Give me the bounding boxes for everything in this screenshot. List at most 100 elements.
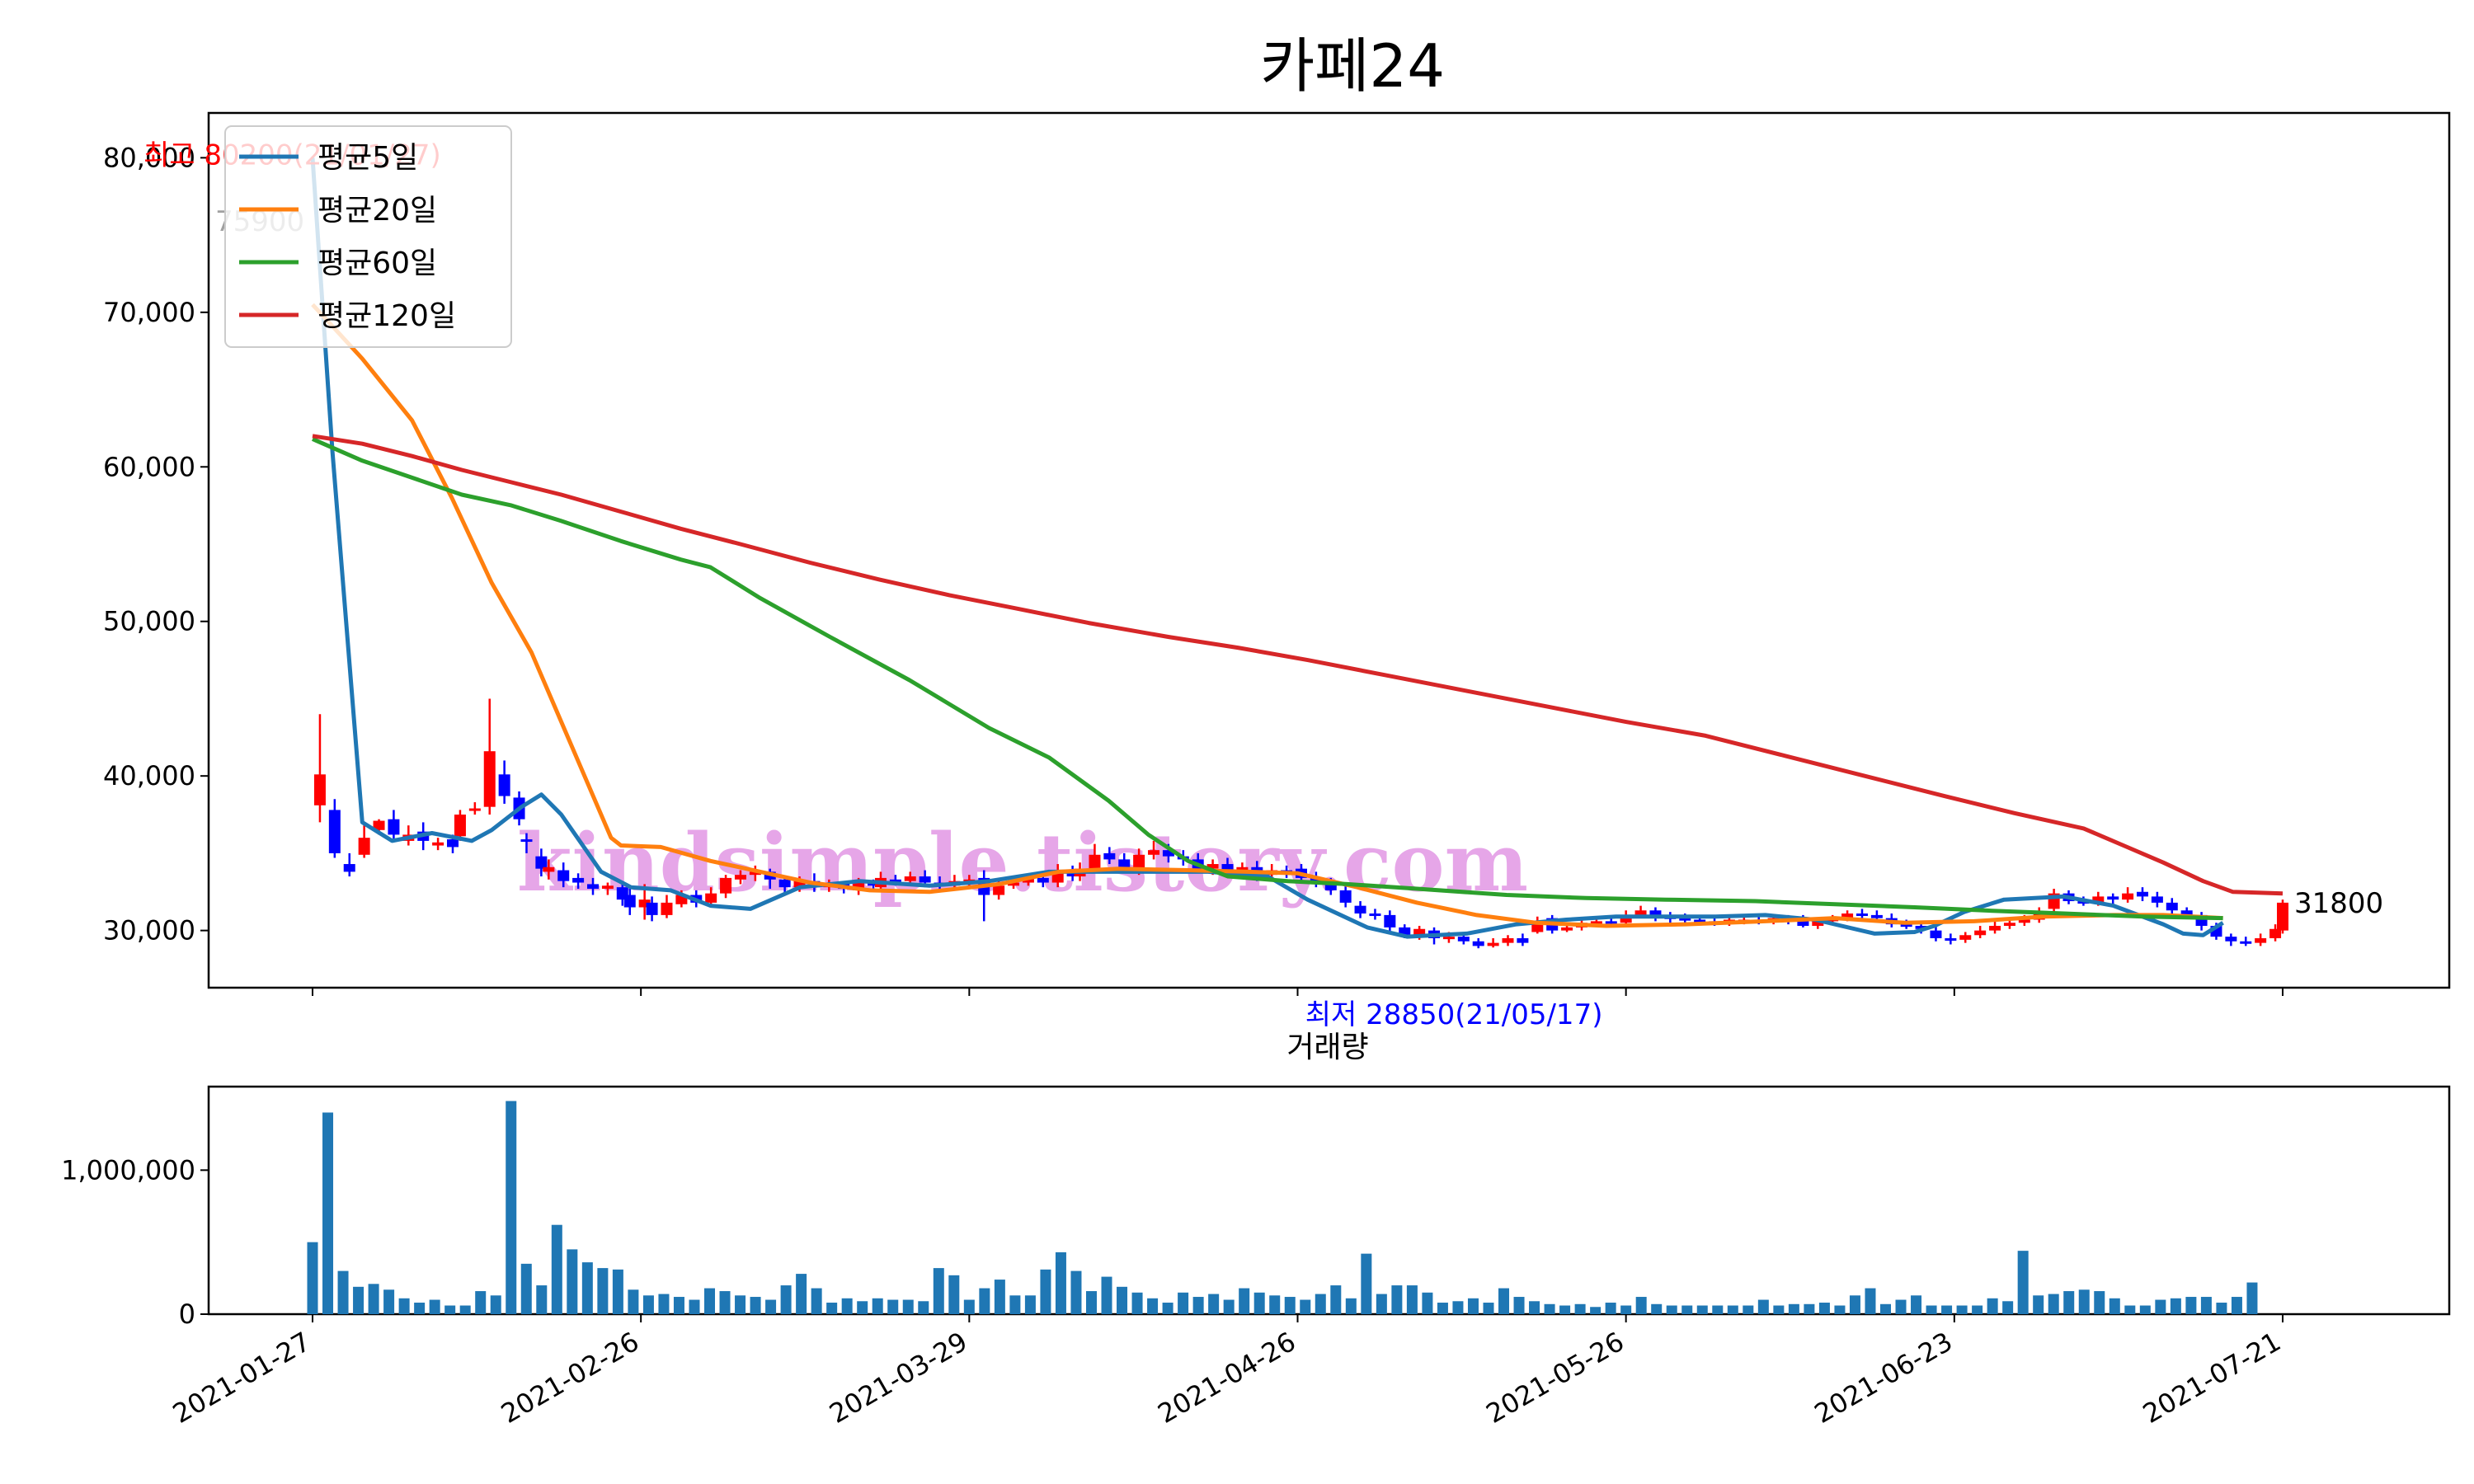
volume-bar xyxy=(444,1305,456,1314)
candle-body xyxy=(1590,921,1602,924)
volume-bar xyxy=(2002,1301,2014,1314)
candle-body xyxy=(1384,914,1396,928)
volume-bar xyxy=(1743,1305,1754,1314)
volume-bar xyxy=(1865,1288,1876,1314)
candle-body xyxy=(328,810,341,853)
candle-body xyxy=(2003,923,2015,927)
price-ytick-label: 30,000 xyxy=(103,915,195,946)
volume-bar xyxy=(1131,1292,1143,1314)
volume-bar xyxy=(307,1242,318,1314)
volume-bar xyxy=(1605,1303,1616,1314)
candle-body xyxy=(1649,910,1662,917)
watermark-text: kindsimple.tistory.com xyxy=(517,816,1528,909)
candle-body xyxy=(1472,941,1484,946)
price-annotation: 31800 xyxy=(2294,887,2383,920)
volume-bar xyxy=(1024,1295,1036,1314)
volume-bar xyxy=(1223,1299,1235,1314)
candle-body xyxy=(734,875,746,880)
volume-bar xyxy=(1895,1299,1907,1314)
candle-body xyxy=(1620,914,1632,923)
volume-bar xyxy=(780,1285,792,1314)
volume-bar xyxy=(1422,1292,1433,1314)
candle-body xyxy=(388,819,400,835)
candle-body xyxy=(468,808,481,811)
volume-bar xyxy=(1727,1305,1738,1314)
volume-bar xyxy=(826,1303,838,1314)
volume-bar xyxy=(490,1295,501,1314)
candle-body xyxy=(1797,919,1809,927)
candle-body xyxy=(1487,942,1499,946)
volume-bar xyxy=(1040,1269,1051,1314)
volume-bar xyxy=(1620,1305,1632,1314)
volume-bar xyxy=(2078,1289,2090,1314)
volume-bar xyxy=(1498,1288,1510,1314)
volume-bar xyxy=(1315,1294,1326,1314)
moving-average-lines xyxy=(310,157,2284,939)
candle-body xyxy=(1930,930,1942,939)
candle-body xyxy=(1206,864,1219,869)
legend-label: 평균60일 xyxy=(317,247,437,280)
legend-label: 평균120일 xyxy=(317,299,456,333)
candle-body xyxy=(1354,905,1366,914)
volume-bar xyxy=(1666,1305,1677,1314)
candle-body xyxy=(661,902,673,915)
volume-bar xyxy=(872,1298,883,1314)
volume-bar xyxy=(994,1280,1005,1314)
volume-bar xyxy=(398,1298,410,1314)
candle-body xyxy=(2166,902,2178,911)
candle-body xyxy=(2255,938,2267,943)
volume-bar xyxy=(1361,1253,1372,1314)
volume-bar xyxy=(796,1274,807,1314)
volume-bar xyxy=(520,1263,532,1314)
candle-body xyxy=(2277,902,2288,931)
volume-bar xyxy=(459,1305,471,1314)
candle-body xyxy=(1133,854,1145,869)
volume-bar xyxy=(1406,1285,1418,1314)
volume-bar xyxy=(1590,1307,1602,1314)
candle-body xyxy=(1162,850,1174,857)
candle-body xyxy=(447,839,459,848)
volume-bar xyxy=(414,1303,426,1314)
volume-bar xyxy=(2185,1297,2197,1314)
volume-bar xyxy=(1651,1303,1663,1314)
volume-bar xyxy=(719,1291,731,1314)
volume-bar xyxy=(1070,1270,1082,1314)
volume-bar xyxy=(1391,1285,1403,1314)
volume-bar xyxy=(1818,1303,1830,1314)
candle-body xyxy=(1089,854,1101,869)
volume-bar xyxy=(1788,1303,1799,1314)
volume-bar xyxy=(658,1294,670,1314)
volume-bar xyxy=(811,1288,822,1314)
candle-body xyxy=(2107,896,2119,900)
volume-bar xyxy=(1208,1294,1220,1314)
candle-body xyxy=(1900,924,1912,928)
price-axes: 30,000 40,000 50,000 60,000 70,000 80,000 xyxy=(103,111,2451,989)
candle-body xyxy=(889,879,901,882)
volume-bar xyxy=(2124,1305,2136,1314)
volume-bar xyxy=(1635,1297,1647,1314)
price-ytick-label: 60,000 xyxy=(103,451,195,482)
candle-body xyxy=(1037,877,1049,883)
candle-body xyxy=(432,842,444,846)
volume-bar xyxy=(383,1289,395,1314)
candle-body xyxy=(638,899,651,908)
candle-body xyxy=(1324,882,1337,890)
volume-bar xyxy=(2048,1294,2059,1314)
volume-bar xyxy=(353,1286,365,1314)
candle-body xyxy=(601,885,614,890)
candle-body xyxy=(313,774,326,805)
volume-bar xyxy=(1879,1303,1891,1314)
volume-bar xyxy=(1284,1297,1296,1314)
candle-body xyxy=(993,885,1005,895)
volume-bar xyxy=(963,1299,975,1314)
volume-bar xyxy=(1681,1305,1693,1314)
volume-bar xyxy=(506,1101,517,1314)
volume-bar xyxy=(1834,1305,1846,1314)
candle-body xyxy=(1236,866,1249,871)
candle-body xyxy=(2077,901,2090,904)
candle-body xyxy=(572,877,585,883)
volume-bar xyxy=(1559,1305,1571,1314)
volume-bar xyxy=(1437,1303,1448,1314)
volume-bar xyxy=(2094,1291,2105,1314)
volume-bar xyxy=(689,1299,700,1314)
